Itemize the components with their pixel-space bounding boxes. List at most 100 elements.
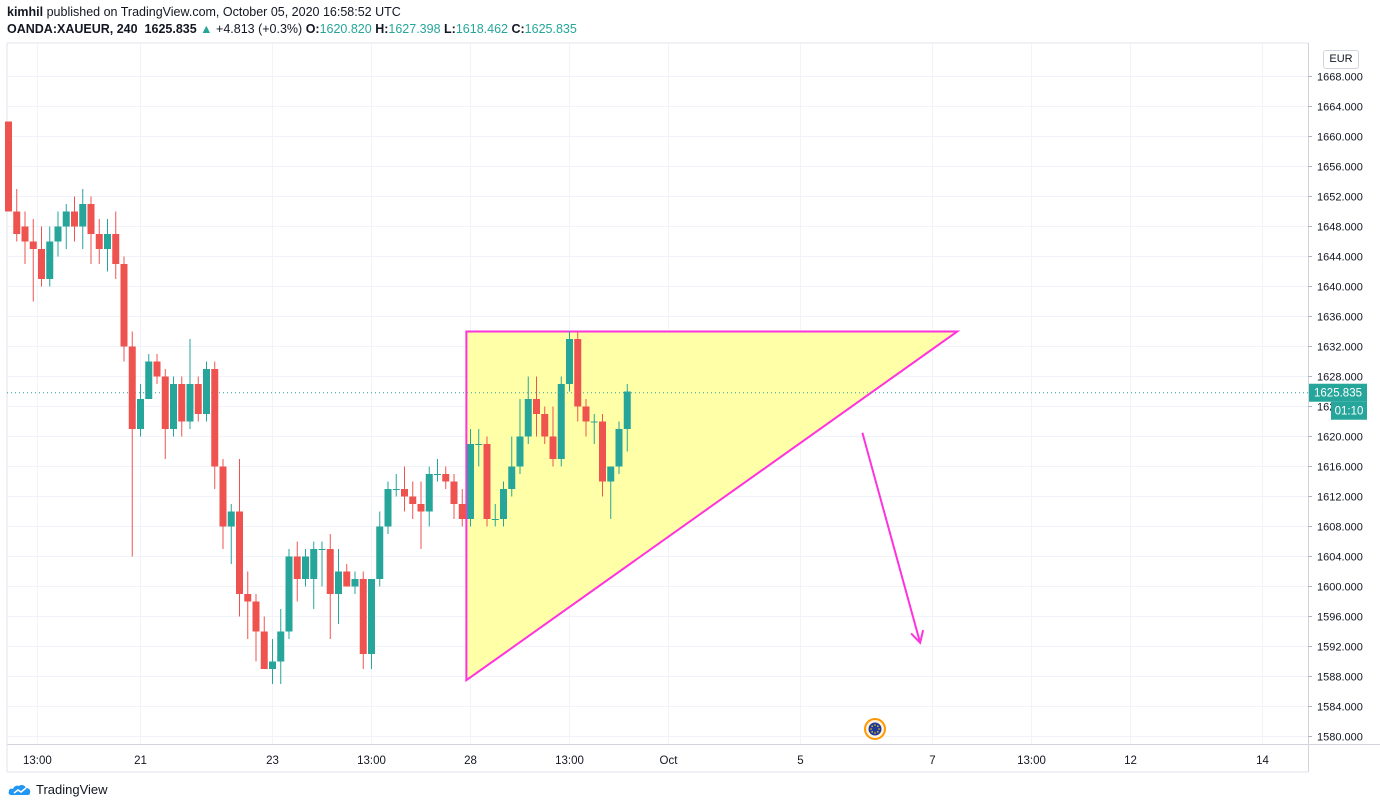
candle-body xyxy=(335,571,342,594)
price-tick-label: 1588.000 xyxy=(1317,672,1363,684)
price-change: +4.813 (+0.3%) xyxy=(216,22,303,36)
time-tick-label: 7 xyxy=(929,755,935,767)
forecast-arrow-line xyxy=(861,432,922,644)
candle-body xyxy=(310,549,318,579)
triangle-pattern xyxy=(465,330,961,683)
candle-body xyxy=(450,481,458,504)
candle-body xyxy=(434,474,441,475)
time-tick-label: Oct xyxy=(660,755,679,767)
time-tick-label: 14 xyxy=(1256,755,1269,767)
open-label: O: xyxy=(305,22,320,36)
time-tick-label: 13:00 xyxy=(357,755,386,767)
price-badge-bg xyxy=(1309,383,1367,402)
candle-body xyxy=(293,556,301,579)
candle-body xyxy=(194,384,202,414)
candle-body xyxy=(203,369,210,414)
candle-body xyxy=(574,339,582,407)
eu-flag-star xyxy=(874,732,876,734)
candle-body xyxy=(557,384,565,459)
price-tick-label: 1596.000 xyxy=(1317,612,1363,624)
candle-body xyxy=(343,571,351,587)
time-tick-label: 13:00 xyxy=(555,755,584,767)
countdown-badge-bg xyxy=(1331,401,1367,420)
candle-body xyxy=(170,384,177,429)
candle-body xyxy=(376,526,384,579)
candle-body xyxy=(260,631,268,669)
up-triangle-icon: ▲ xyxy=(200,22,213,36)
eu-flag-star xyxy=(877,731,879,733)
countdown-label: 01:10 xyxy=(1335,406,1364,418)
ohlc-legend: OANDA:XAUEUR, 240 1625.835 ▲ +4.813 (+0.… xyxy=(7,22,577,36)
time-tick-label: 21 xyxy=(134,755,147,767)
candle-body xyxy=(491,519,499,520)
candle-body xyxy=(236,511,243,594)
candle-body xyxy=(458,504,466,519)
price-tick-label: 1584.000 xyxy=(1317,702,1363,714)
last-price: 1625.835 xyxy=(144,22,197,36)
candle-body xyxy=(21,226,29,242)
candle-body xyxy=(104,234,111,249)
symbol-label: OANDA:XAUEUR, 240 xyxy=(7,22,138,36)
eu-flag-star xyxy=(874,724,876,726)
candle-body xyxy=(46,241,54,279)
author-name[interactable]: kimhil xyxy=(7,5,44,19)
time-tick-label: 13:00 xyxy=(23,755,52,767)
candle-body xyxy=(599,421,606,482)
candle-body xyxy=(95,234,103,249)
candle-body xyxy=(516,436,524,467)
candle-body xyxy=(623,391,631,429)
candle-body xyxy=(71,211,78,227)
candle-body xyxy=(615,429,623,467)
candle-body xyxy=(401,489,408,497)
eu-flag-star xyxy=(870,728,872,730)
price-tick-label: 1640.000 xyxy=(1317,282,1363,294)
eu-flag-star xyxy=(877,725,879,727)
candle-body xyxy=(582,406,590,422)
candle-body xyxy=(590,421,598,423)
price-tick-label: 1632.000 xyxy=(1317,342,1363,354)
currency-button[interactable]: EUR xyxy=(1323,50,1359,69)
footer-brand-label: TradingView xyxy=(36,782,108,797)
candle-body xyxy=(38,249,45,279)
candle-body xyxy=(186,384,194,422)
price-tick-label: 1620.000 xyxy=(1317,432,1363,444)
candle-body xyxy=(62,211,70,227)
candle-body xyxy=(524,399,532,437)
candle-body xyxy=(29,241,37,249)
high-value: 1627.398 xyxy=(388,22,441,36)
candle-body xyxy=(475,444,483,445)
candle-body xyxy=(508,466,516,489)
price-tick-label: 1608.000 xyxy=(1317,522,1363,534)
candle-body xyxy=(607,466,615,482)
tradingview-logo-icon xyxy=(8,784,31,795)
price-tick-label: 1656.000 xyxy=(1317,162,1363,174)
candle-body xyxy=(442,474,450,482)
price-chart[interactable]: 1580.000 1584.000 1588.000 1592.000 1596.000… xyxy=(0,0,1380,780)
candle-body xyxy=(384,489,392,527)
close-label: C: xyxy=(511,22,525,36)
price-tick-label: 1628.000 xyxy=(1317,372,1363,384)
candle-body xyxy=(500,489,507,519)
low-label: L: xyxy=(444,22,456,36)
candle-body xyxy=(219,466,227,527)
forecast-arrow-head xyxy=(910,629,925,645)
candle-body xyxy=(5,121,12,212)
candle-body xyxy=(368,579,375,654)
candle-body xyxy=(252,601,260,632)
candle-body xyxy=(137,399,144,429)
open-value: 1620.820 xyxy=(319,22,372,36)
candle-body xyxy=(112,234,120,264)
price-tick-label: 1668.000 xyxy=(1317,72,1363,84)
close-value: 1625.835 xyxy=(524,22,577,36)
low-value: 1618.462 xyxy=(455,22,508,36)
footer-brand[interactable]: TradingView xyxy=(8,782,108,797)
candle-body xyxy=(244,594,252,602)
candle-body xyxy=(153,361,161,377)
candle-body xyxy=(566,339,573,384)
candle-body xyxy=(541,414,549,437)
publish-info: kimhil published on TradingView.com, Oct… xyxy=(7,5,401,19)
candle-body xyxy=(533,399,540,414)
candle-body xyxy=(79,204,87,227)
price-tick-label: 1644.000 xyxy=(1317,252,1363,264)
price-tick-label: 1600.000 xyxy=(1317,582,1363,594)
